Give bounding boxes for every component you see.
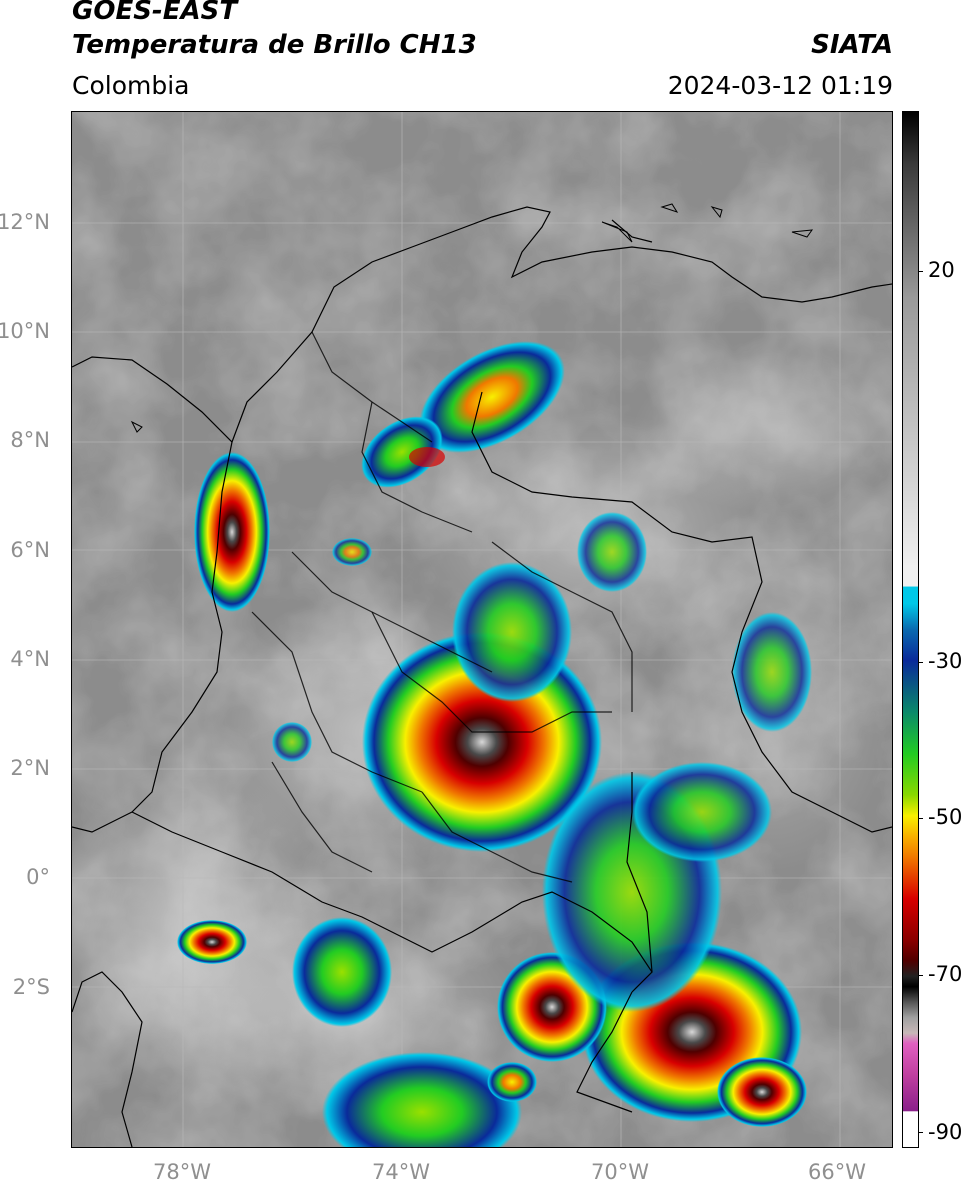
lat-label-4n: 4°N: [10, 647, 50, 671]
satellite-name: GOES-EAST: [72, 0, 237, 26]
lon-label-66w: 66°W: [808, 1160, 866, 1184]
satellite-map: [71, 111, 893, 1148]
lon-label-74w: 74°W: [372, 1160, 430, 1184]
lat-label-6n: 6°N: [10, 538, 50, 562]
colorbar-label-minus90: -90: [928, 1120, 962, 1144]
lat-label-0: 0°: [26, 865, 50, 889]
product-title: Temperatura de Brillo CH13: [72, 30, 477, 60]
lon-label-70w: 70°W: [591, 1160, 649, 1184]
lat-label-10n: 10°N: [0, 319, 50, 343]
colorbar-label-20: 20: [928, 258, 955, 282]
lat-label-8n: 8°N: [10, 428, 50, 452]
colorbar-label-minus50: -50: [928, 805, 962, 829]
region-label: Colombia: [72, 71, 189, 100]
lat-label-2s: 2°S: [13, 975, 50, 999]
lon-label-78w: 78°W: [153, 1160, 211, 1184]
datetime-label: 2024-03-12 01:19: [668, 71, 893, 100]
colorbar: [902, 111, 919, 1148]
lat-label-12n: 12°N: [0, 210, 50, 234]
organization-label: SIATA: [811, 30, 893, 60]
lat-label-2n: 2°N: [10, 756, 50, 780]
colorbar-label-minus70: -70: [928, 962, 962, 986]
colorbar-label-minus30: -30: [928, 649, 962, 673]
map-canvas: [72, 112, 892, 1147]
